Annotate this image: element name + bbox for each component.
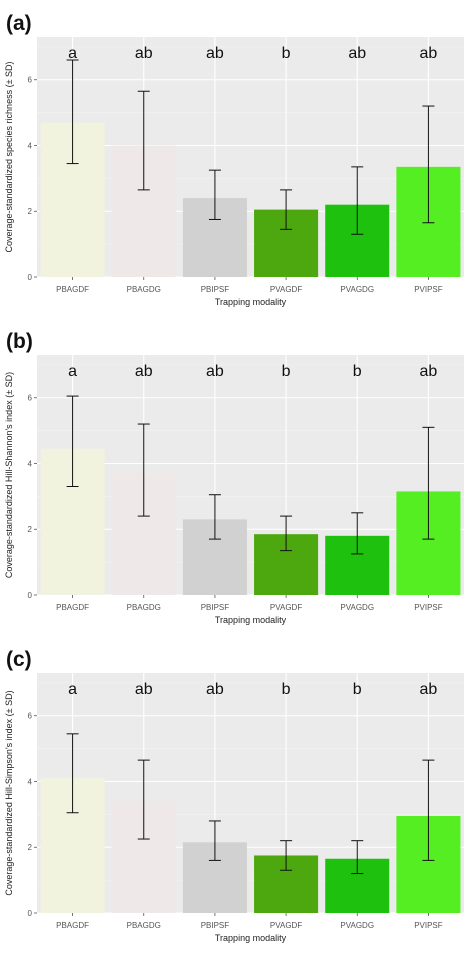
x-tick-label: PVIPSF bbox=[414, 285, 443, 294]
x-tick-label: PVAGDG bbox=[340, 603, 374, 612]
error-bar-pvipsf bbox=[422, 426, 435, 540]
error-bar-pbipsf bbox=[208, 820, 221, 861]
y-tick-label: 2 bbox=[28, 843, 33, 852]
significance-label: a bbox=[68, 363, 77, 380]
error-bar-pbagdf bbox=[66, 395, 79, 488]
error-bar-pvagdg bbox=[351, 166, 364, 235]
y-tick-label: 4 bbox=[28, 141, 33, 150]
y-tick-label: 4 bbox=[28, 777, 33, 786]
significance-label: ab bbox=[420, 363, 438, 380]
significance-label: ab bbox=[420, 681, 438, 698]
x-tick-label: PBAGDG bbox=[127, 603, 161, 612]
significance-label: b bbox=[282, 45, 291, 62]
x-tick-label: PBIPSF bbox=[201, 603, 230, 612]
error-bar-pvagdg bbox=[351, 512, 364, 555]
significance-label: b bbox=[282, 681, 291, 698]
y-tick-label: 0 bbox=[28, 273, 33, 282]
x-tick-label: PBAGDG bbox=[127, 285, 161, 294]
significance-label: ab bbox=[348, 45, 366, 62]
x-tick-label: PBAGDF bbox=[56, 603, 89, 612]
plot-background bbox=[37, 673, 464, 913]
panel-letter: (b) bbox=[6, 330, 33, 353]
significance-label: ab bbox=[206, 363, 224, 380]
x-tick-label: PVIPSF bbox=[414, 921, 443, 930]
x-tick-label: PBAGDG bbox=[127, 921, 161, 930]
chart-panel-3: (c) 0 2 4 6 a ab ab b b ab PBAGDF PBAGDG PBIPSF PVAGDF… bbox=[4, 648, 464, 943]
x-tick-label: PVAGDG bbox=[340, 921, 374, 930]
x-tick-label: PVAGDF bbox=[270, 603, 302, 612]
y-axis-title: Coverage-standardized Hill-Shannon's ind… bbox=[4, 372, 14, 578]
y-tick-label: 0 bbox=[28, 909, 33, 918]
y-axis-title: Coverage-standardized Hill-Simpson's ind… bbox=[4, 690, 14, 895]
error-bar-pvagdg bbox=[351, 840, 364, 875]
y-tick-label: 4 bbox=[28, 459, 33, 468]
plot-background bbox=[37, 355, 464, 595]
error-bar-pbagdf bbox=[66, 733, 79, 814]
error-bar-pbipsf bbox=[208, 494, 221, 540]
error-bar-pbagdg bbox=[137, 90, 150, 191]
error-bar-pvagdf bbox=[280, 515, 293, 552]
x-tick-label: PVAGDF bbox=[270, 921, 302, 930]
plot-background bbox=[37, 37, 464, 277]
y-tick-label: 2 bbox=[28, 525, 33, 534]
significance-label: ab bbox=[135, 45, 153, 62]
y-tick-label: 0 bbox=[28, 591, 33, 600]
error-bar-pbagdg bbox=[137, 423, 150, 517]
x-tick-label: PBAGDF bbox=[56, 285, 89, 294]
chart-panel-1: (a) 0 2 4 6 a ab ab b ab ab PBAGDF PBAGDG PBIPSF PVAGD… bbox=[4, 12, 464, 307]
significance-label: ab bbox=[135, 363, 153, 380]
x-tick-label: PBAGDF bbox=[56, 921, 89, 930]
significance-label: ab bbox=[420, 45, 438, 62]
significance-label: b bbox=[282, 363, 291, 380]
significance-label: ab bbox=[135, 681, 153, 698]
x-tick-label: PVIPSF bbox=[414, 603, 443, 612]
significance-label: a bbox=[68, 681, 77, 698]
error-bar-pbagdg bbox=[137, 759, 150, 840]
x-tick-label: PVAGDG bbox=[340, 285, 374, 294]
error-bar-pbipsf bbox=[208, 169, 221, 220]
error-bar-pvipsf bbox=[422, 105, 435, 224]
y-tick-label: 2 bbox=[28, 207, 33, 216]
x-axis-title: Trapping modality bbox=[215, 933, 287, 943]
panel-letter: (a) bbox=[6, 12, 32, 35]
y-tick-label: 6 bbox=[28, 712, 33, 721]
error-bar-pvipsf bbox=[422, 759, 435, 861]
error-bar-pbagdf bbox=[66, 59, 79, 165]
x-axis-title: Trapping modality bbox=[215, 297, 287, 307]
x-tick-label: PVAGDF bbox=[270, 285, 302, 294]
y-axis-title: Coverage-standardized species richness (… bbox=[4, 61, 14, 252]
x-tick-label: PBIPSF bbox=[201, 921, 230, 930]
x-tick-label: PBIPSF bbox=[201, 285, 230, 294]
x-axis-title: Trapping modality bbox=[215, 615, 287, 625]
significance-label: a bbox=[68, 45, 77, 62]
significance-label: b bbox=[353, 681, 362, 698]
significance-label: ab bbox=[206, 681, 224, 698]
chart-panel-2: (b) 0 2 4 6 a ab ab b b ab PBAGDF PBAGDG PBIPSF PVAGDF… bbox=[4, 330, 464, 625]
y-tick-label: 6 bbox=[28, 394, 33, 403]
error-bar-pvagdf bbox=[280, 840, 293, 871]
panel-letter: (c) bbox=[6, 648, 32, 671]
error-bar-pvagdf bbox=[280, 189, 293, 230]
y-tick-label: 6 bbox=[28, 76, 33, 85]
significance-label: ab bbox=[206, 45, 224, 62]
significance-label: b bbox=[353, 363, 362, 380]
